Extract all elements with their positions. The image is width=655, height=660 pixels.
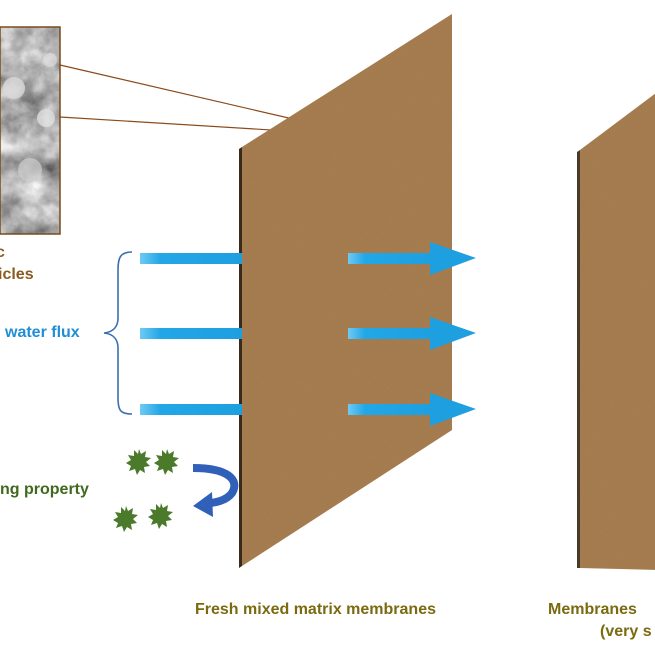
used-membrane-caption-line2: (very s <box>600 623 652 640</box>
zoom-line-bottom <box>59 116 305 133</box>
spiky-particle-icon <box>113 506 138 532</box>
fresh-membrane-caption: Fresh mixed matrix membranes <box>195 601 436 618</box>
particles-label-line1: c <box>0 244 5 261</box>
antifouling-label: ng property <box>0 481 89 498</box>
incoming-flux <box>140 253 242 415</box>
used-membrane-caption-line1: Membranes <box>548 601 637 618</box>
curved-return-arrow-icon <box>192 464 239 517</box>
outgoing-flux <box>348 242 476 426</box>
foulant-particles <box>113 449 179 532</box>
spiky-particle-icon <box>154 449 179 475</box>
particles-label-line2: icles <box>0 266 34 283</box>
spiky-particle-icon <box>148 503 173 529</box>
flux-arrow-icon <box>348 393 476 426</box>
incoming-flux-bar <box>140 253 242 264</box>
fresh-membrane <box>239 14 452 568</box>
incoming-flux-bar <box>140 328 242 339</box>
water-flux-label: water flux <box>5 324 80 341</box>
spiky-particle-icon <box>126 449 151 475</box>
flux-arrow-icon <box>348 242 476 275</box>
incoming-flux-bar <box>140 404 242 415</box>
sem-micrograph <box>0 26 61 235</box>
used-membrane <box>577 93 655 570</box>
brace-icon <box>103 251 133 415</box>
zoom-line-top <box>59 64 307 123</box>
flux-arrow-icon <box>348 317 476 350</box>
